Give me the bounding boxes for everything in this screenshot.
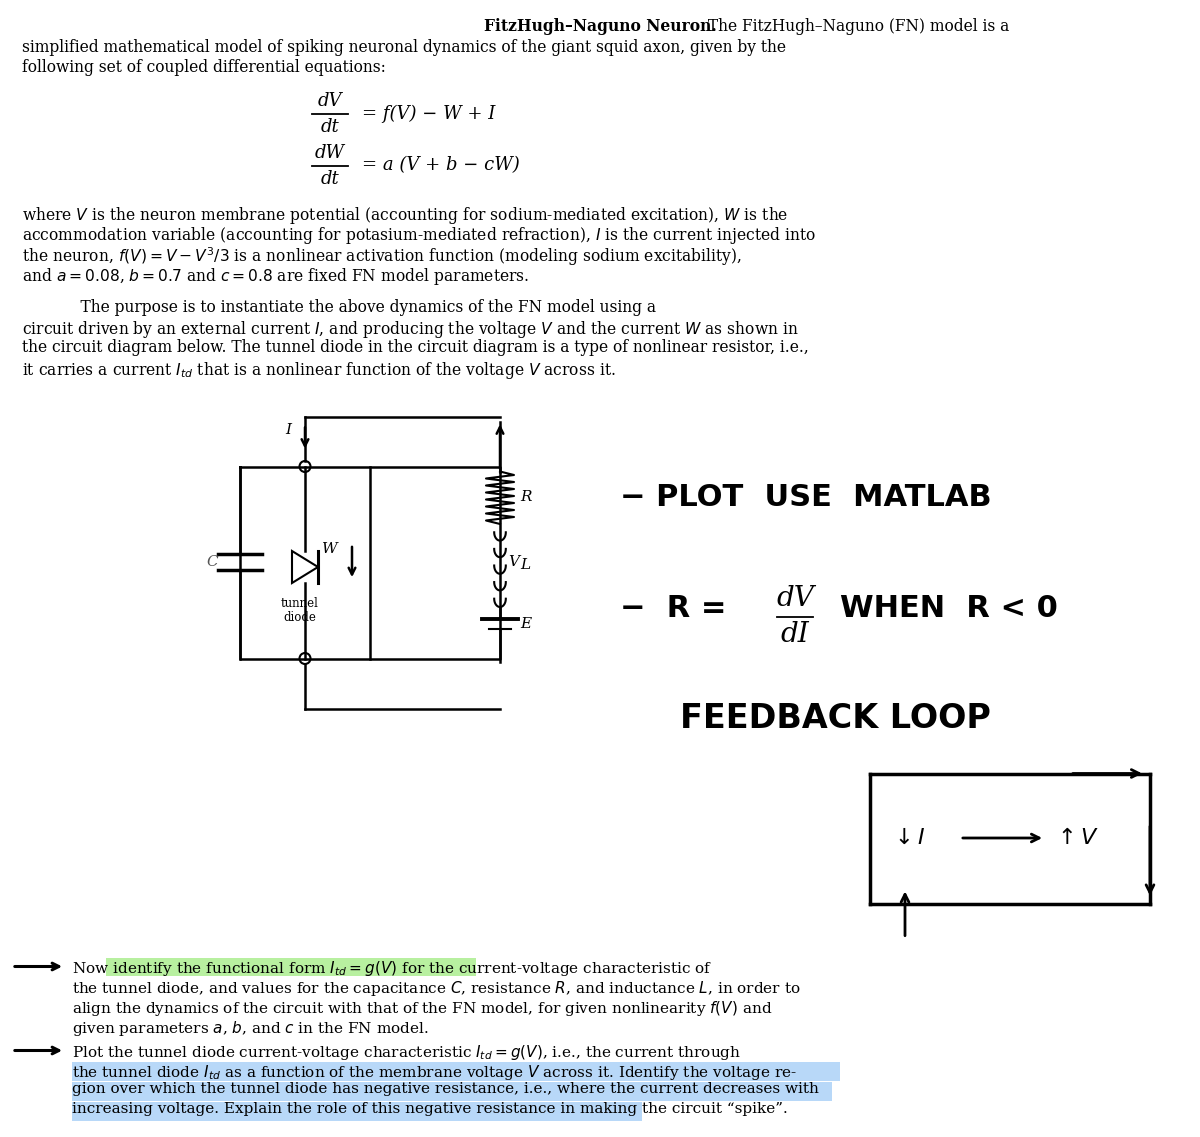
Text: E: E bbox=[520, 617, 532, 631]
Text: dI: dI bbox=[781, 621, 809, 647]
Text: and $a = 0.08$, $b = 0.7$ and $c = 0.8$ are fixed FN model parameters.: and $a = 0.08$, $b = 0.7$ and $c = 0.8$ … bbox=[22, 266, 529, 287]
Text: given parameters $a$, $b$, and $c$ in the FN model.: given parameters $a$, $b$, and $c$ in th… bbox=[72, 1019, 428, 1037]
Bar bbox=[72, 1062, 832, 1080]
Text: dV: dV bbox=[776, 586, 814, 613]
Text: R: R bbox=[520, 490, 532, 504]
Text: diode: diode bbox=[283, 611, 317, 624]
Text: accommodation variable (accounting for potasium-mediated refraction), $I$ is the: accommodation variable (accounting for p… bbox=[22, 225, 816, 246]
Text: simplified mathematical model of spiking neuronal dynamics of the giant squid ax: simplified mathematical model of spiking… bbox=[22, 39, 786, 56]
Text: the tunnel diode $I_{td}$ as a function of the membrane voltage $V$ across it. I: the tunnel diode $I_{td}$ as a function … bbox=[72, 1062, 797, 1081]
Text: the circuit diagram below. The tunnel diode in the circuit diagram is a type of : the circuit diagram below. The tunnel di… bbox=[22, 340, 809, 357]
Bar bbox=[106, 957, 476, 976]
Text: it carries a current $I_{td}$ that is a nonlinear function of the voltage $V$ ac: it carries a current $I_{td}$ that is a … bbox=[22, 360, 616, 381]
Text: Plot the tunnel diode current-voltage characteristic $I_{td} = g(V)$, i.e., the : Plot the tunnel diode current-voltage ch… bbox=[72, 1043, 742, 1062]
Bar bbox=[72, 1081, 832, 1101]
Text: The purpose is to instantiate the above dynamics of the FN model using a: The purpose is to instantiate the above … bbox=[22, 299, 656, 315]
Text: W: W bbox=[323, 542, 338, 556]
Text: dt: dt bbox=[320, 117, 340, 135]
Text: V: V bbox=[508, 555, 520, 568]
Text: the neuron, $f(V) = V - V^3/3$ is a nonlinear activation function (modeling sodi: the neuron, $f(V) = V - V^3/3$ is a nonl… bbox=[22, 246, 742, 268]
Text: The FitzHugh–Naguno (FN) model is a: The FitzHugh–Naguno (FN) model is a bbox=[703, 18, 1009, 35]
Text: I: I bbox=[286, 423, 292, 437]
Text: increasing voltage. Explain the role of this negative resistance in making the c: increasing voltage. Explain the role of … bbox=[72, 1103, 787, 1117]
Text: dW: dW bbox=[314, 143, 346, 161]
Text: dV: dV bbox=[318, 91, 342, 109]
Bar bbox=[72, 1102, 642, 1120]
Text: the tunnel diode, and values for the capacitance $C$, resistance $R$, and induct: the tunnel diode, and values for the cap… bbox=[72, 979, 800, 997]
Text: align the dynamics of the circuit with that of the FN model, for given nonlinear: align the dynamics of the circuit with t… bbox=[72, 998, 773, 1018]
Text: = f(V) − W + I: = f(V) − W + I bbox=[362, 105, 496, 123]
Bar bbox=[540, 1062, 840, 1080]
Text: following set of coupled differential equations:: following set of coupled differential eq… bbox=[22, 59, 386, 76]
Text: FitzHugh–Naguno Neuron.: FitzHugh–Naguno Neuron. bbox=[484, 18, 716, 35]
Text: Now identify the functional form $I_{td} = g(V)$ for the current-voltage charact: Now identify the functional form $I_{td}… bbox=[72, 958, 713, 978]
Text: WHEN  R < 0: WHEN R < 0 bbox=[840, 594, 1058, 623]
Text: − PLOT  USE  MATLAB: − PLOT USE MATLAB bbox=[620, 483, 991, 513]
Text: gion over which the tunnel diode has negative resistance, i.e., where the curren: gion over which the tunnel diode has neg… bbox=[72, 1082, 818, 1096]
Text: C: C bbox=[206, 555, 218, 568]
Text: dt: dt bbox=[320, 169, 340, 188]
Text: −  R =: − R = bbox=[620, 594, 726, 623]
Text: tunnel: tunnel bbox=[281, 597, 319, 609]
Text: circuit driven by an external current $I$, and producing the voltage $V$ and the: circuit driven by an external current $I… bbox=[22, 319, 799, 340]
Text: where $V$ is the neuron membrane potential (accounting for sodium-mediated excit: where $V$ is the neuron membrane potenti… bbox=[22, 205, 788, 225]
Text: L: L bbox=[520, 558, 530, 572]
Text: $\downarrow I$: $\downarrow I$ bbox=[890, 827, 925, 849]
Text: $\uparrow V$: $\uparrow V$ bbox=[1054, 827, 1099, 849]
Text: FEEDBACK LOOP: FEEDBACK LOOP bbox=[680, 702, 991, 735]
Text: = a (V + b − cW): = a (V + b − cW) bbox=[362, 157, 520, 174]
